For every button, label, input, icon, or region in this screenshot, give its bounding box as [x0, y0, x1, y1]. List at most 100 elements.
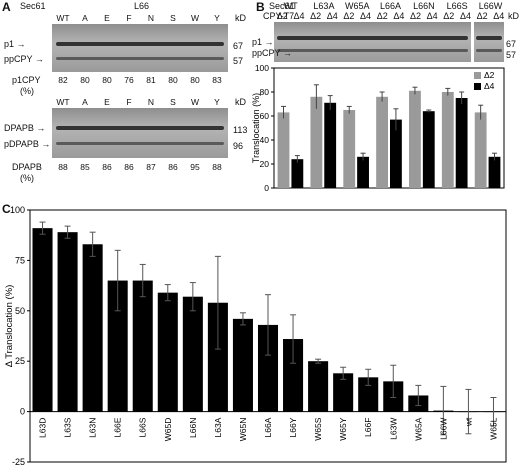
lane-label: A	[82, 97, 88, 107]
x-tick-label: L63A	[213, 417, 223, 437]
bar	[107, 280, 128, 412]
panel-b-sub-label: Δ4	[360, 11, 372, 21]
bar	[132, 280, 153, 412]
quant-value: 80	[190, 75, 200, 85]
panel-a-bottom-quant-label: DPAPB	[12, 162, 42, 172]
lane-label: S	[170, 13, 176, 23]
panel-b-sub-label: Δ4	[426, 11, 438, 21]
lane-label: Y	[214, 97, 220, 107]
panel-a-marker-96: 96	[233, 141, 244, 151]
lane-label: Y	[214, 13, 220, 23]
bar	[283, 339, 304, 412]
panel-a-marker-57: 57	[233, 56, 244, 66]
y-tick-label: 80	[260, 87, 270, 97]
panel-b-ppcpy-label: ppCPY →	[252, 48, 292, 58]
panel-b-sub-label: Δ2	[476, 11, 488, 21]
y-tick-label: 20	[260, 159, 270, 169]
bar	[232, 318, 253, 412]
bar	[57, 232, 78, 412]
panel-a-bottom-quant-unit: (%)	[20, 173, 34, 183]
y-tick-label: 100	[255, 64, 269, 73]
y-axis-label: Δ Translocation (%)	[4, 285, 15, 368]
y-tick-label: 75	[15, 255, 25, 265]
panel-a-top-quant-unit: (%)	[20, 86, 34, 96]
lane-label: F	[126, 97, 132, 107]
panel-a-top-kd: kD	[235, 13, 246, 23]
y-tick-label: 40	[260, 135, 270, 145]
quant-value: 81	[146, 75, 156, 85]
bar	[474, 112, 487, 188]
panel-b-group-label: L66W	[478, 1, 503, 11]
lane-label: WT	[56, 97, 70, 107]
y-tick-label: -25	[12, 457, 25, 467]
panel-c-letter: C	[2, 202, 11, 216]
panel-a-marker-113: 113	[233, 125, 248, 135]
panel-b-marker-57: 57	[506, 50, 517, 60]
lane-label: S	[170, 97, 176, 107]
quant-value: 82	[58, 75, 68, 85]
panel-b-group-label: L66S	[446, 1, 468, 11]
panel-b-letter: B	[256, 0, 265, 14]
x-tick-label: W65D	[163, 418, 173, 442]
panel-a-ppcpy-label: ppCPY →	[4, 54, 44, 64]
panel-b-header-cpy: CPY-T7	[263, 11, 295, 21]
y-tick-label: 0	[264, 183, 269, 193]
panel-b-sub-label: Δ4	[393, 11, 405, 21]
bar	[409, 90, 421, 188]
x-tick-label: W65Y	[338, 417, 348, 440]
panel-b-blot-image	[274, 22, 471, 62]
lane-label: W	[190, 97, 200, 107]
x-tick-label: L63D	[38, 418, 48, 438]
panel-a-top-blot-image	[52, 24, 228, 72]
x-tick-label: W65A	[413, 417, 423, 440]
bar	[277, 112, 290, 188]
panel-b-group-label: W65A	[344, 1, 370, 11]
quant-value: 80	[102, 75, 112, 85]
quant-value: 86	[102, 162, 112, 172]
legend-swatch	[474, 72, 481, 79]
x-tick-label: L66W	[438, 418, 448, 440]
legend-swatch	[474, 83, 481, 90]
y-tick-label: 100	[10, 205, 25, 215]
panel-b-sub-label: Δ2	[443, 11, 455, 21]
bar	[82, 244, 103, 412]
panel-a-header-center: L66	[134, 1, 150, 11]
x-tick-label: L66S	[138, 417, 148, 437]
legend-label: Δ4	[484, 81, 495, 91]
bar	[343, 110, 356, 188]
panel-b-p1-label: p1 →	[252, 37, 274, 47]
bar	[157, 292, 178, 412]
y-axis-label: Translocation (%)	[251, 93, 261, 163]
bar	[376, 96, 388, 188]
panel-a-letter: A	[2, 0, 11, 14]
panel-b-sub-label: Δ4	[493, 11, 505, 21]
quant-value: 86	[124, 162, 134, 172]
panel-a-dpapb-label: DPAPB →	[4, 123, 46, 133]
bar	[488, 156, 501, 188]
panel-a-bottom-kd: kD	[235, 97, 246, 107]
panel-a-top-quant-label: p1CPY	[12, 75, 41, 85]
panel-a-bottom-lanes: WT A E F N S W Y	[52, 97, 228, 107]
panel-c-bar-chart: -25 0 25 50 75 100 Δ Translocation (%) L63D L63S…	[4, 205, 507, 467]
quant-value: 88	[58, 162, 68, 172]
panel-b-sub-label: Δ4	[326, 11, 338, 21]
x-tick-label: W65S	[313, 417, 323, 440]
panel-a-bottom-quant: 88 85 86 86 87 86 95 88	[52, 162, 228, 172]
x-tick-label: W65L	[488, 417, 498, 439]
x-tick-label: L66E	[113, 417, 123, 437]
bar	[308, 361, 329, 412]
quant-value: 83	[212, 75, 222, 85]
bar	[324, 102, 337, 188]
panel-a-bottom-blot-image	[52, 108, 228, 158]
quant-value: 88	[212, 162, 222, 172]
quant-value: 87	[146, 162, 156, 172]
x-tick-label: L63S	[63, 417, 73, 437]
panel-b-sub-label: Δ2	[409, 11, 422, 21]
y-tick-label: 60	[260, 111, 270, 121]
bar	[357, 156, 369, 188]
legend-label: Δ2	[484, 70, 495, 80]
plot-frame	[29, 209, 507, 463]
panel-b-sub-label: Δ2	[310, 11, 322, 21]
quant-value: 76	[124, 75, 134, 85]
